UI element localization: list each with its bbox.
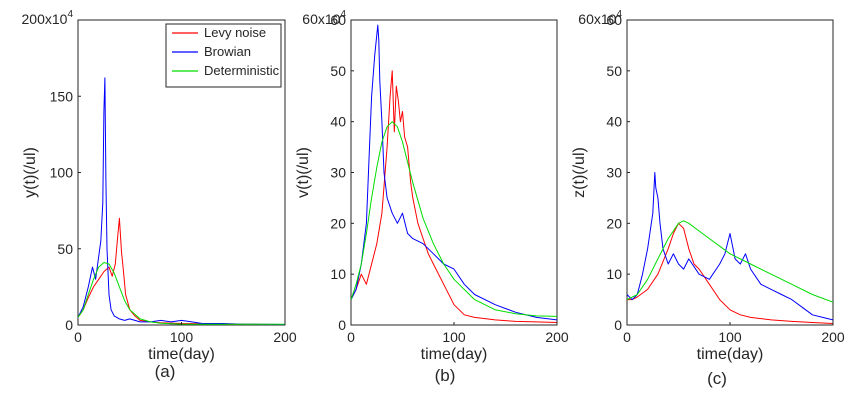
x-tick-label: 200 — [273, 329, 297, 345]
y-multiplier: x10 — [594, 11, 617, 27]
y-tick-label: 0 — [65, 317, 73, 333]
y-multiplier-exponent: 4 — [616, 9, 622, 20]
series-line-deterministic — [351, 121, 557, 317]
legend-entry-label: Deterministic — [204, 63, 280, 78]
series-line-levy-noise — [78, 217, 285, 325]
y-tick-label: 50 — [330, 63, 346, 79]
x-tick-label: 100 — [442, 329, 466, 345]
y-top-value: 60 — [302, 11, 318, 27]
x-axis-label: time(day) — [148, 346, 215, 363]
y-tick-label: 60 — [606, 12, 622, 28]
x-tick-label: 100 — [718, 329, 742, 345]
plot-area — [626, 19, 834, 326]
y-tick-label: 40 — [606, 114, 622, 130]
series-line-browian — [627, 172, 833, 321]
y-tick-label: 20 — [606, 215, 622, 231]
x-axis-label: time(day) — [697, 346, 764, 363]
series-line-deterministic — [78, 262, 285, 325]
y-multiplier: x10 — [318, 11, 341, 27]
legend-entry-label: Browian — [204, 44, 251, 59]
y-top-value: 200 — [22, 11, 46, 27]
y-top-label: 60x104 — [578, 9, 622, 27]
y-tick-label: 50 — [57, 241, 73, 257]
y-tick-label: 30 — [606, 165, 622, 181]
series-line-levy-noise — [351, 70, 557, 323]
panel-label: (b) — [435, 366, 456, 385]
legend-box — [165, 23, 282, 88]
x-tick-label: 200 — [545, 329, 569, 345]
x-tick-label: 0 — [74, 329, 82, 345]
y-multiplier-exponent: 4 — [340, 9, 346, 20]
series-line-levy-noise — [627, 222, 833, 324]
y-axis-label: z(t)(/ul) — [571, 147, 588, 198]
x-tick-label: 100 — [170, 329, 194, 345]
y-tick-label: 0 — [614, 317, 622, 333]
chart-panel-1: 0 100 200050100150200x104time(day)y(t)(/ul… — [22, 9, 297, 381]
y-multiplier: x10 — [45, 11, 68, 27]
y-tick-label: 40 — [330, 114, 346, 130]
panel-label: (c) — [707, 369, 727, 388]
legend-entry-label: Levy noise — [204, 25, 266, 40]
y-tick-label: 100 — [50, 165, 74, 181]
y-top-label: 60x104 — [302, 9, 346, 27]
y-top-label: 200x104 — [22, 9, 74, 27]
x-tick-label: 0 — [623, 329, 631, 345]
series-line-browian — [351, 24, 557, 321]
chart-panel-2: 0 100 200010203040506060x104time(day)v(t)(… — [295, 9, 569, 385]
y-tick-label: 50 — [606, 63, 622, 79]
y-tick-label: 150 — [50, 88, 74, 104]
y-multiplier-exponent: 4 — [67, 9, 73, 20]
series-line-browian — [78, 77, 285, 325]
y-tick-label: 10 — [330, 266, 346, 282]
y-axis-label: y(t)(/ul) — [22, 147, 39, 198]
y-tick-label: 60 — [330, 12, 346, 28]
x-tick-label: 200 — [821, 329, 845, 345]
chart-panel-3: 0 100 200010203040506060x104time(day)z(t)(… — [571, 9, 845, 388]
y-axis-label: v(t)(/ul) — [295, 147, 312, 198]
series-line-deterministic — [627, 220, 833, 303]
x-tick-label: 0 — [347, 329, 355, 345]
panel-label: (a) — [155, 362, 176, 381]
x-axis-label: time(day) — [421, 346, 488, 363]
y-top-value: 60 — [578, 11, 594, 27]
y-tick-label: 10 — [606, 266, 622, 282]
y-tick-label: 0 — [338, 317, 346, 333]
y-tick-label: 20 — [330, 215, 346, 231]
y-tick-label: 30 — [330, 165, 346, 181]
